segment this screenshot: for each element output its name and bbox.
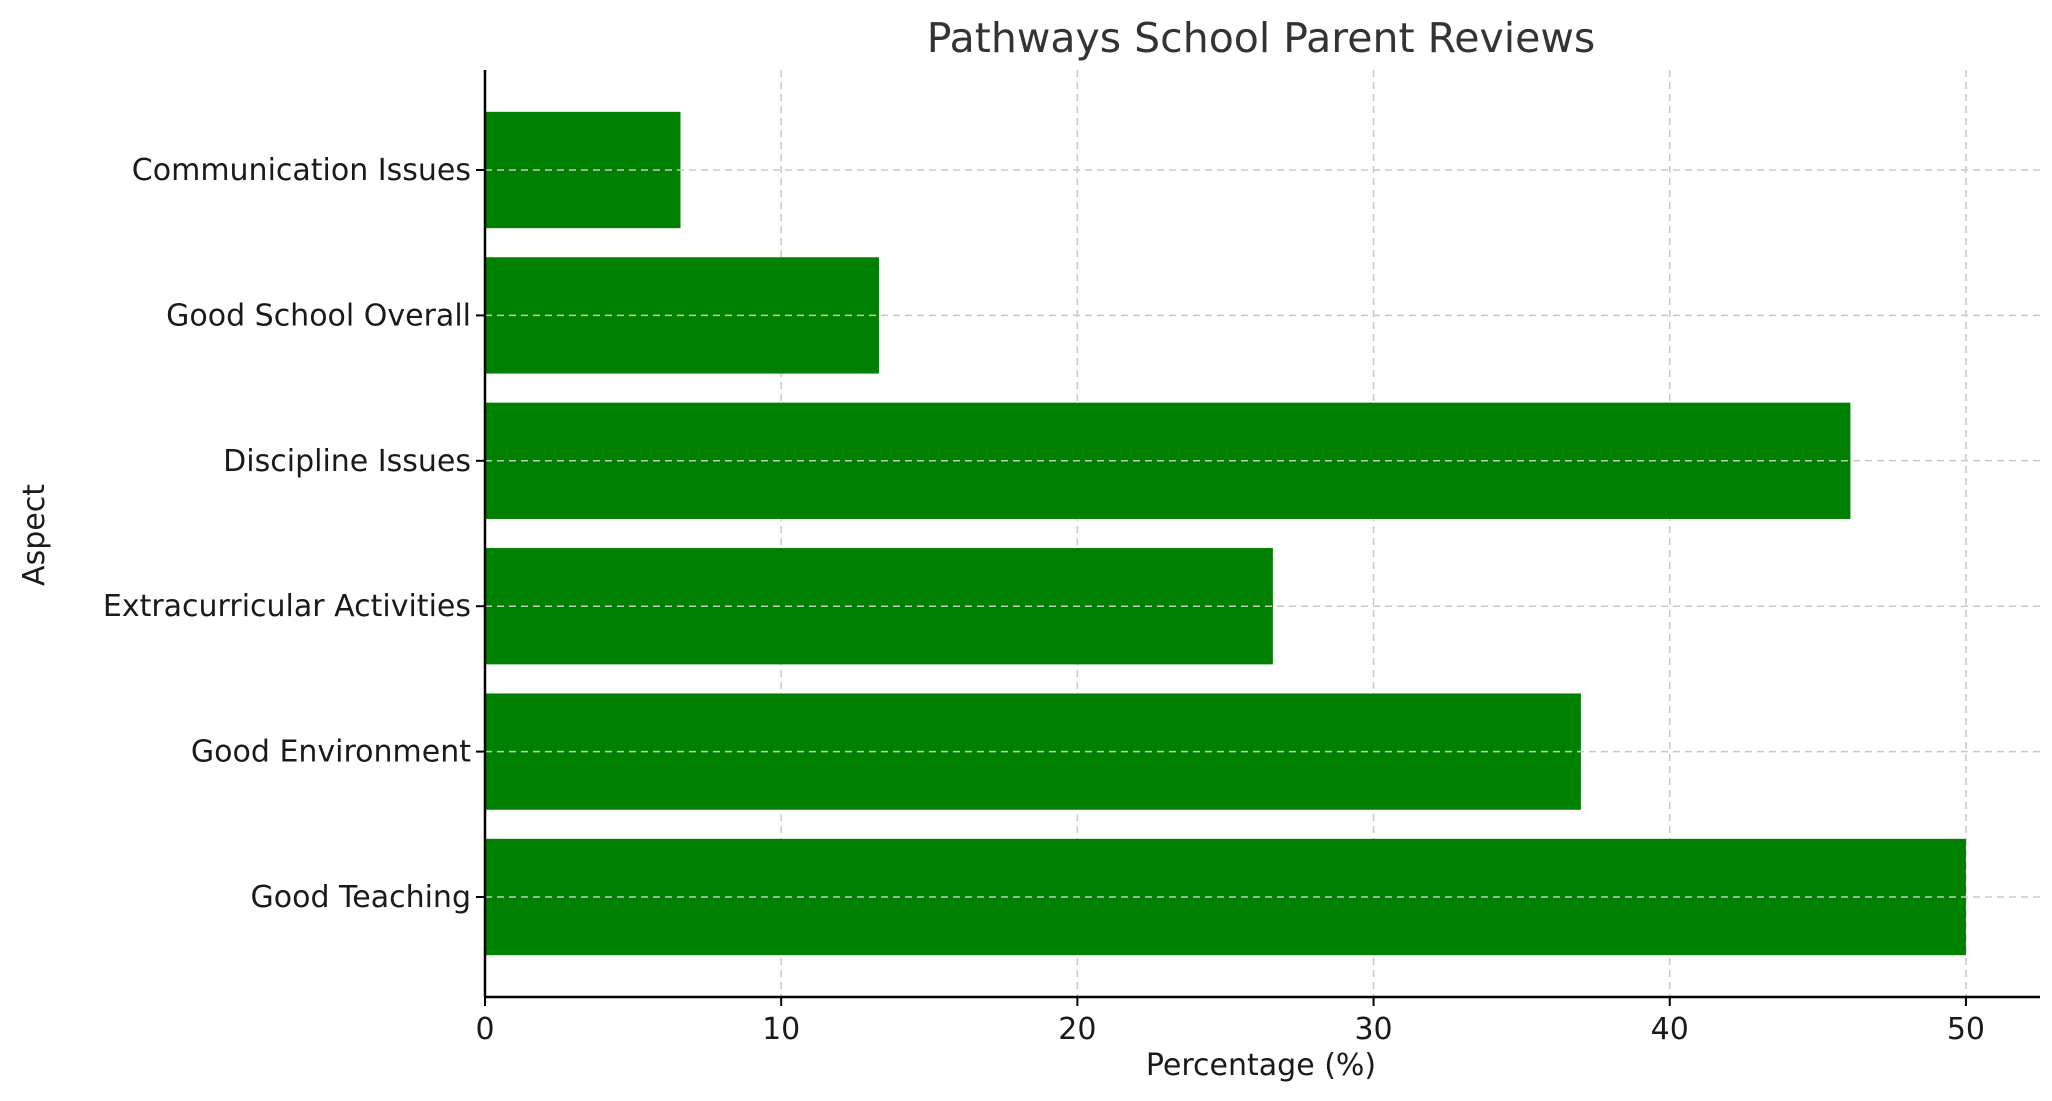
x-tick-label: 20 xyxy=(1058,1012,1096,1047)
bars xyxy=(485,111,1966,956)
bar xyxy=(485,402,1851,519)
bar xyxy=(485,693,1581,810)
y-tick-label: Good School Overall xyxy=(166,298,471,333)
x-tick-label: 10 xyxy=(762,1012,800,1047)
x-axis-ticks: 0 10 20 30 40 50 xyxy=(475,997,1985,1047)
chart-title: Pathways School Parent Reviews xyxy=(927,14,1595,62)
y-tick-label: Extracurricular Activities xyxy=(103,589,471,624)
y-axis-label: Aspect xyxy=(17,484,52,586)
y-tick-label: Good Environment xyxy=(191,735,471,770)
x-tick-label: 30 xyxy=(1354,1012,1392,1047)
x-axis-label: Percentage (%) xyxy=(1146,1048,1376,1083)
y-tick-label: Communication Issues xyxy=(132,153,471,188)
y-tick-label: Good Teaching xyxy=(250,880,471,915)
x-tick-label: 0 xyxy=(475,1012,494,1047)
axes xyxy=(483,70,2040,999)
y-tick-label: Discipline Issues xyxy=(223,444,471,479)
bar xyxy=(485,548,1273,665)
x-tick-label: 50 xyxy=(1947,1012,1985,1047)
y-axis-ticks: Good Teaching Good Environment Extracurric… xyxy=(103,153,485,915)
x-tick-label: 40 xyxy=(1651,1012,1689,1047)
